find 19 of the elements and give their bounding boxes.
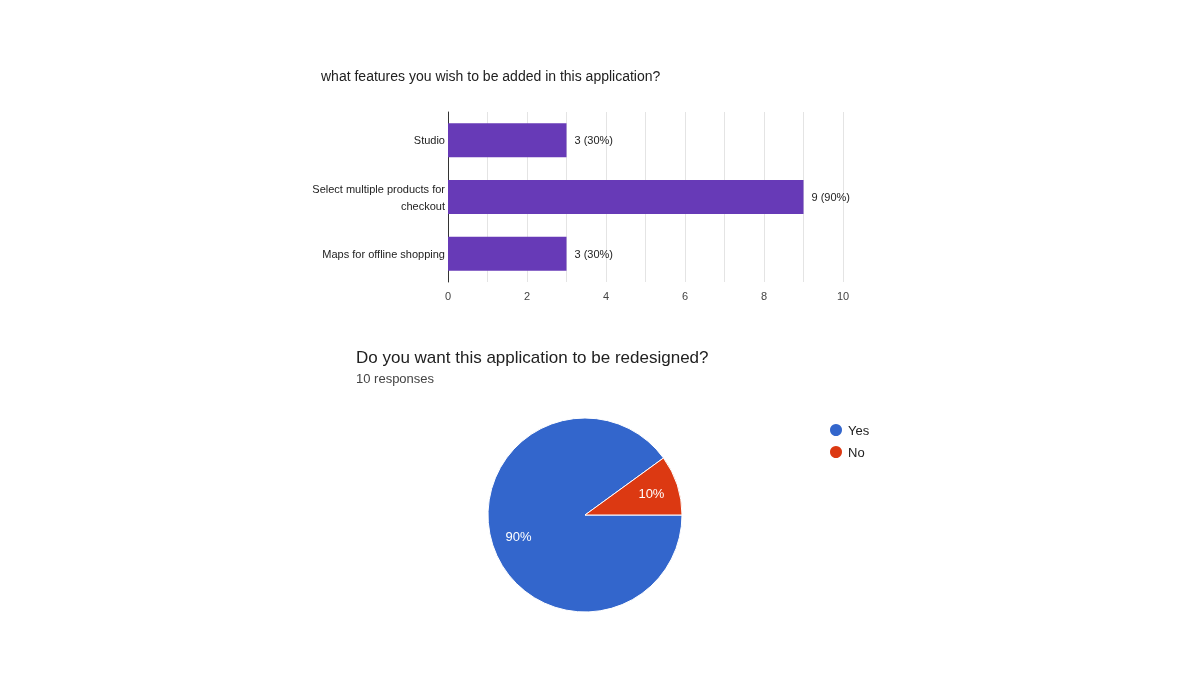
x-tick-label: 6: [681, 289, 689, 302]
y-tick-label: Studio: [413, 134, 445, 147]
x-tick-label: 0: [444, 289, 452, 302]
data-label: 3 (30%): [574, 247, 614, 260]
x-tick-label: 8: [760, 289, 768, 302]
x-tick-label: 4: [602, 289, 610, 302]
y-tick-label: Maps for offline shopping: [322, 247, 445, 260]
data-label: 3 (30%): [574, 134, 614, 147]
legend-label: Yes: [848, 422, 870, 438]
chart-title: Do you want this application to be redesigned?: [356, 348, 709, 367]
y-tick-label: Select multiple products for checkout: [312, 182, 446, 212]
data-label: 9 (90%): [811, 191, 851, 203]
chart-subtitle: 10 responses: [356, 371, 435, 386]
legend-label: No: [848, 444, 865, 460]
data-label: 10%: [638, 485, 665, 501]
x-tick-label: 2: [523, 289, 531, 302]
chart-title: what features you wish to be added in this application?: [320, 68, 661, 84]
data-label: 90%: [505, 529, 533, 545]
x-tick-label: 10: [836, 289, 850, 302]
